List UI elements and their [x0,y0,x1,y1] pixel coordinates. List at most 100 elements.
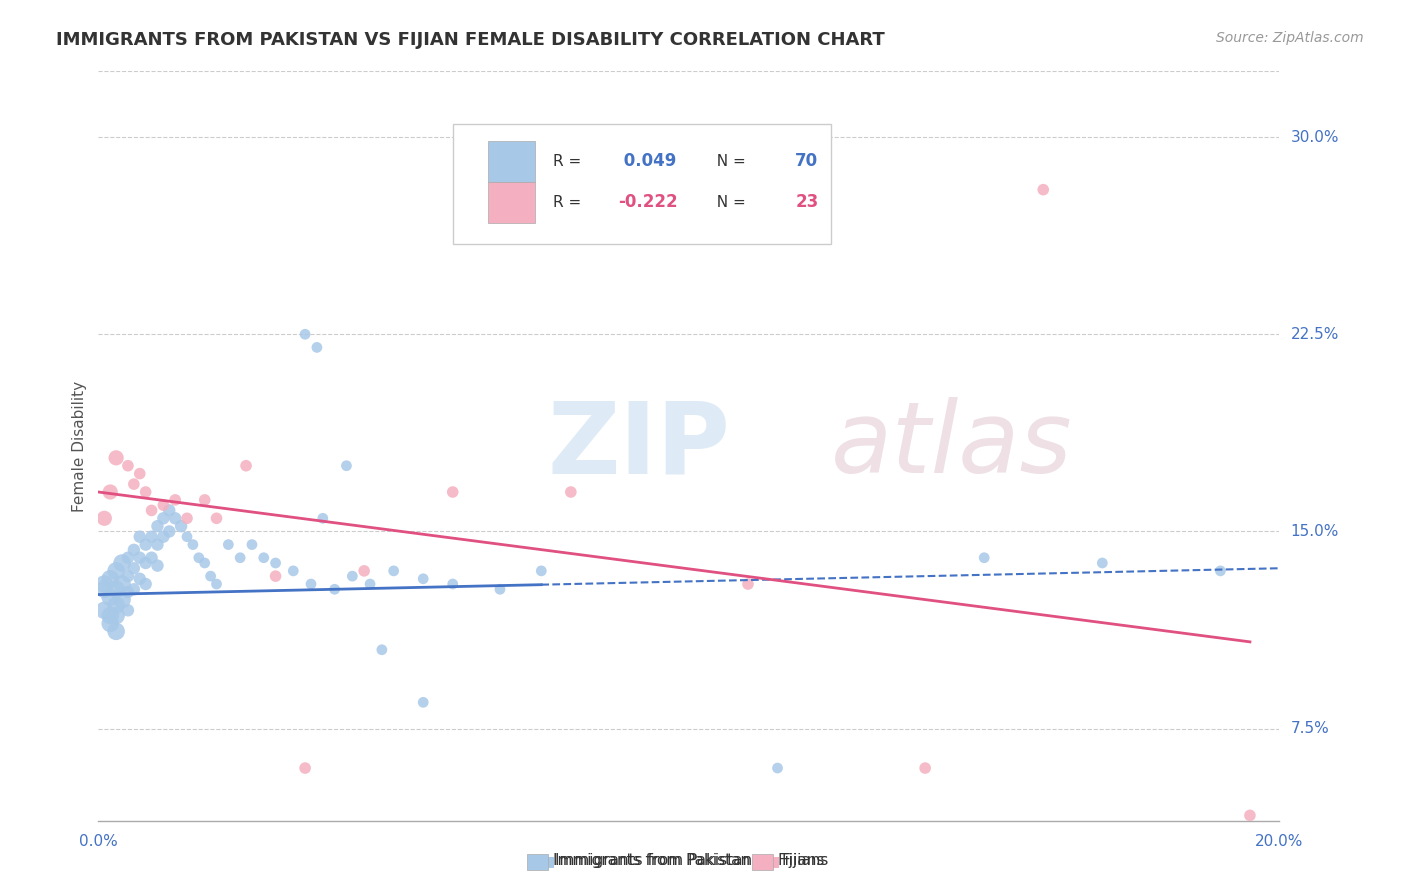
Point [111,577,134,591]
Text: Source: ZipAtlas.com: Source: ZipAtlas.com [1216,31,1364,45]
Point [117,458,139,473]
Point [117,569,139,583]
Text: Fijians: Fijians [778,854,825,868]
Point [240,538,263,552]
Point [122,561,145,575]
Text: 0.049: 0.049 [619,153,676,170]
Point [93,582,115,597]
Text: N =: N = [707,153,751,169]
Text: atlas: atlas [831,398,1073,494]
Point [117,603,139,617]
Point [105,582,128,597]
Point [98,572,121,586]
Point [194,556,217,570]
Point [176,530,198,544]
Point [973,550,995,565]
Point [1239,808,1261,822]
Point [111,556,134,570]
Point [1032,183,1054,197]
Text: ▪: ▪ [541,851,557,871]
Point [264,556,287,570]
Point [141,503,163,517]
Text: 30.0%: 30.0% [1291,129,1339,145]
Point [170,519,193,533]
Point [135,538,157,552]
Point [312,511,335,525]
Point [128,467,150,481]
Text: 23: 23 [796,194,818,211]
Point [217,538,239,552]
Point [105,598,128,612]
Point [176,511,198,525]
Text: Immigrants from Pakistan: Immigrants from Pakistan [555,854,752,868]
Point [382,564,405,578]
Point [1209,564,1232,578]
Point [181,538,204,552]
Point [105,624,128,639]
Point [165,492,187,507]
Point [441,485,464,500]
Point [187,550,209,565]
Point [98,590,121,604]
Point [141,530,163,544]
Text: 15.0%: 15.0% [1291,524,1339,539]
Text: R =: R = [553,153,586,169]
Point [323,582,346,597]
Text: ZIP: ZIP [547,398,730,494]
Point [105,564,128,578]
Point [235,458,257,473]
Point [530,564,553,578]
Point [299,577,322,591]
Point [305,340,328,354]
Point [157,503,180,517]
Point [122,582,145,597]
Point [146,558,169,573]
Point [117,585,139,599]
Point [135,485,157,500]
Point [335,458,357,473]
Point [122,477,145,491]
Point [128,530,150,544]
Y-axis label: Female Disability: Female Disability [72,380,87,512]
Point [93,603,115,617]
Point [283,564,305,578]
Text: R =: R = [553,195,586,210]
Point [152,511,174,525]
Point [105,450,128,465]
Point [146,519,169,533]
Point [157,524,180,539]
Point [200,569,222,583]
Point [441,577,464,591]
Point [135,577,157,591]
Text: -0.222: -0.222 [619,194,678,211]
Text: IMMIGRANTS FROM PAKISTAN VS FIJIAN FEMALE DISABILITY CORRELATION CHART: IMMIGRANTS FROM PAKISTAN VS FIJIAN FEMAL… [56,31,884,49]
Point [117,550,139,565]
Point [294,761,316,775]
FancyBboxPatch shape [453,124,831,244]
Point [205,577,228,591]
Point [412,572,434,586]
Point [914,761,936,775]
Point [489,582,512,597]
Point [141,550,163,565]
Point [93,577,115,591]
Point [152,498,174,512]
Text: ▪: ▪ [766,851,782,871]
FancyBboxPatch shape [488,141,536,182]
Text: N =: N = [707,195,751,210]
Text: 7.5%: 7.5% [1291,721,1329,736]
Point [294,327,316,342]
Point [1091,556,1114,570]
Text: 70: 70 [796,153,818,170]
Point [93,511,115,525]
Text: Immigrants from Pakistan: Immigrants from Pakistan [553,854,749,868]
Point [766,761,789,775]
Text: Fijians: Fijians [782,854,830,868]
Point [560,485,582,500]
Point [111,592,134,607]
Point [737,577,759,591]
Point [353,564,375,578]
Text: 22.5%: 22.5% [1291,326,1339,342]
Point [194,492,217,507]
Point [165,511,187,525]
